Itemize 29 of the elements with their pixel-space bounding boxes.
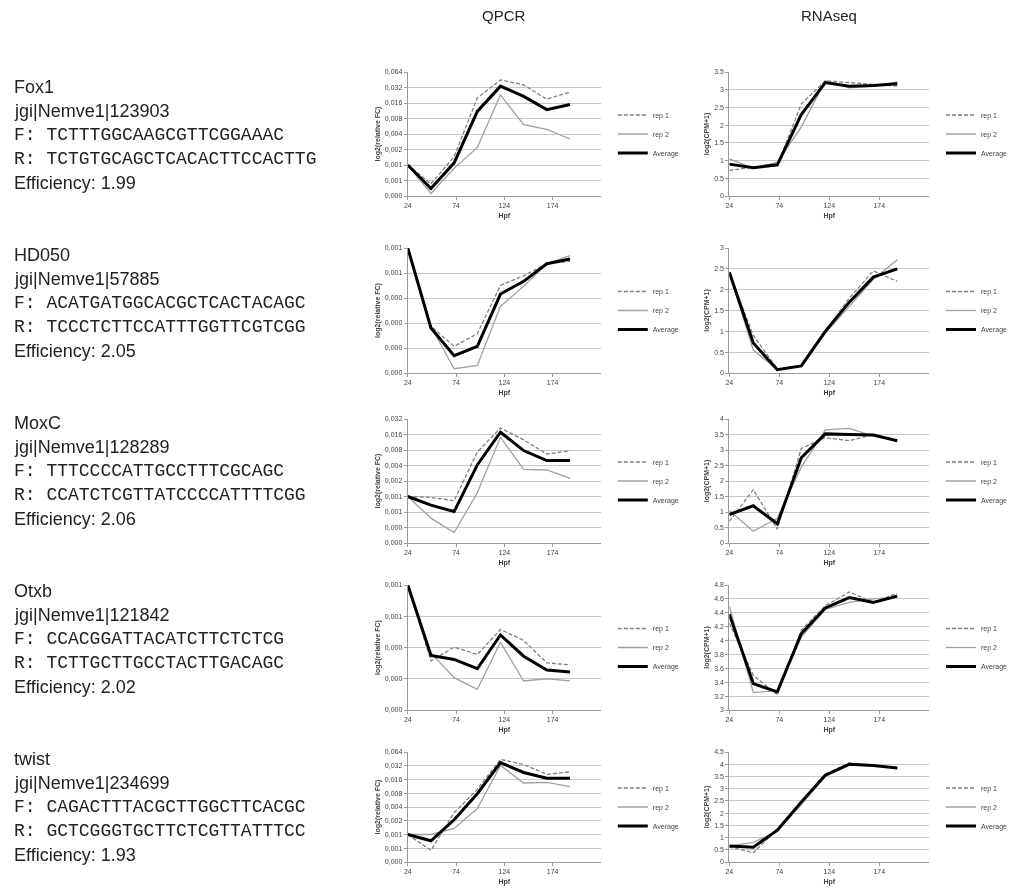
text: R: TCTTGCTTGCCTACTTGACAGC [14, 653, 285, 673]
line-series [407, 430, 572, 514]
text: Otxb [14, 581, 53, 601]
text: Efficiency: 2.05 [14, 341, 136, 361]
text: jgi|Nemve1|234699 [14, 773, 170, 793]
chart-title: RNAseq [801, 7, 857, 24]
text: F: CCACGGATTACATCTTCTCTCG [14, 629, 285, 649]
text: twist [14, 749, 50, 769]
text: Efficiency: 2.02 [14, 677, 136, 697]
text: R: CCATCTCGTTATCCCCATTTTCGG [14, 485, 306, 505]
text: F: TCTTTGGCAAGCGTTCGGAAAC [14, 125, 285, 145]
text: F: CAGACTTTACGCTTGGCTTCACGC [14, 797, 306, 817]
text: HD050 [14, 245, 71, 265]
text: R: TCCCTCTTCCATTTGGTTCGTCGG [14, 317, 306, 337]
line-series [407, 436, 571, 534]
chart-title: QPCR [482, 7, 526, 24]
text: R: GCTCGGGTGCTTCTCGTTATTTCC [14, 821, 306, 841]
text: F: TTTCCCCATTGCCTTTCGCAGC [14, 461, 285, 481]
text: Fox1 [14, 77, 55, 97]
text: jgi|Nemve1|123903 [14, 101, 170, 121]
text: F: ACATGATGGCACGCTCACTACAGC [14, 293, 306, 313]
text: jgi|Nemve1|57885 [14, 269, 160, 289]
text: Efficiency: 2.06 [14, 509, 136, 529]
text: Efficiency: 1.99 [14, 173, 136, 193]
text: R: TCTGTGCAGCTCACACTTCCACTTG [14, 149, 317, 169]
text: jgi|Nemve1|121842 [14, 605, 170, 625]
text: Efficiency: 1.93 [14, 845, 136, 865]
text: MoxC [14, 413, 62, 433]
text: jgi|Nemve1|128289 [14, 437, 170, 457]
